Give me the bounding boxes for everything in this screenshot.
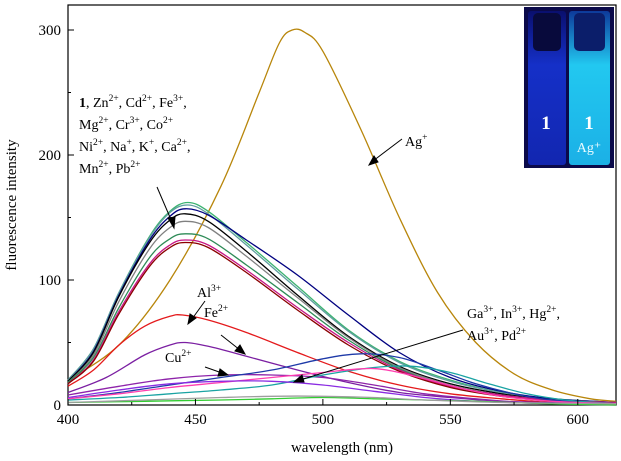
series-line-12 bbox=[67, 373, 617, 405]
x-tick-label-3: 500 bbox=[312, 412, 335, 428]
x-tick-label-1: 400 bbox=[57, 412, 80, 428]
inset-photo: 1 1 Ag⁺ bbox=[524, 7, 614, 168]
series-line-5 bbox=[67, 213, 617, 404]
x-tick-label-5: 600 bbox=[567, 412, 590, 428]
series-line-3 bbox=[67, 204, 617, 404]
annotation-ag: Ag+ bbox=[405, 133, 427, 150]
arrow-ag bbox=[367, 138, 403, 166]
series-line-1 bbox=[67, 28, 617, 402]
x-axis-title: wavelength (nm) bbox=[291, 440, 393, 456]
vial-right-cap bbox=[574, 13, 605, 51]
series-line-4 bbox=[67, 208, 617, 404]
arrow-ga bbox=[292, 329, 464, 383]
ticks-layer: 400 450 500 550 600 0 100 200 300 bbox=[39, 23, 590, 428]
annotation-al: Al3+ bbox=[197, 284, 221, 301]
annotation-cu: Cu2+ bbox=[165, 349, 191, 366]
series-line-10 bbox=[67, 313, 617, 405]
y-tick-label-3: 200 bbox=[39, 148, 62, 164]
annotation-group-label: 1, Zn2+, Cd2+, Fe3+, Mg2+, Cr3+, Co2+ Ni2+… bbox=[79, 94, 190, 177]
series-line-18 bbox=[67, 395, 617, 405]
annotation-ga: Ga3+, In3+, Hg2+, Au3+, Pd2+ bbox=[467, 305, 560, 344]
y-tick-label-2: 100 bbox=[39, 273, 62, 289]
series-line-15 bbox=[67, 367, 617, 405]
series-line-14 bbox=[67, 365, 617, 405]
vial-right-label: 1 bbox=[584, 113, 594, 134]
annotation-fe: Fe2+ bbox=[204, 304, 228, 321]
vial-right-sublabel: Ag⁺ bbox=[577, 141, 602, 156]
y-tick-label-1: 0 bbox=[54, 398, 62, 414]
annotation-arrows bbox=[156, 138, 464, 383]
y-axis-title: fluorescence intensity bbox=[4, 139, 20, 271]
plot-frame bbox=[67, 4, 617, 406]
series-layer bbox=[67, 28, 617, 406]
arrow-group bbox=[156, 186, 176, 230]
x-tick-label-4: 550 bbox=[439, 412, 462, 428]
arrow-al bbox=[187, 300, 206, 326]
series-line-13 bbox=[67, 353, 617, 405]
y-tick-label-4: 300 bbox=[39, 23, 62, 39]
arrow-fe bbox=[220, 334, 247, 355]
vial-left-cap bbox=[533, 13, 561, 51]
series-line-8 bbox=[67, 239, 617, 404]
x-tick-label-2: 450 bbox=[184, 412, 207, 428]
arrow-cu bbox=[204, 366, 230, 377]
vial-left-label: 1 bbox=[541, 113, 551, 134]
